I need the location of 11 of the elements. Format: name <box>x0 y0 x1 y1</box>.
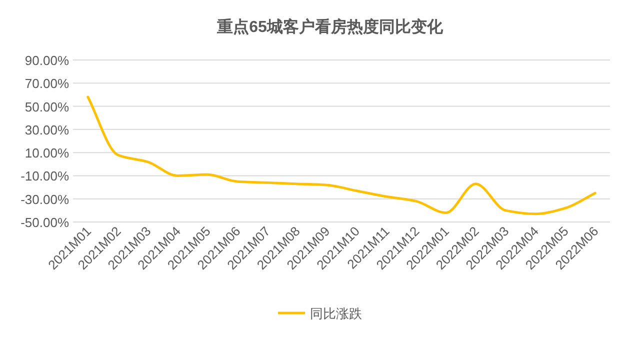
y-tick-label: 10.00% <box>24 146 70 161</box>
y-tick-label: -10.00% <box>20 168 70 184</box>
legend-label: 同比涨跌 <box>310 306 362 321</box>
y-tick-label: 90.00% <box>24 53 70 68</box>
y-tick-label: -30.00% <box>20 192 70 207</box>
y-tick-label: 50.00% <box>24 99 70 114</box>
line-series <box>86 96 596 216</box>
y-tick-label: 70.00% <box>24 76 70 92</box>
chart-title: 重点65城客户看房热度同比变化 <box>216 17 444 36</box>
y-tick-label: -50.00% <box>20 215 70 230</box>
y-tick-label: 30.00% <box>24 122 70 138</box>
